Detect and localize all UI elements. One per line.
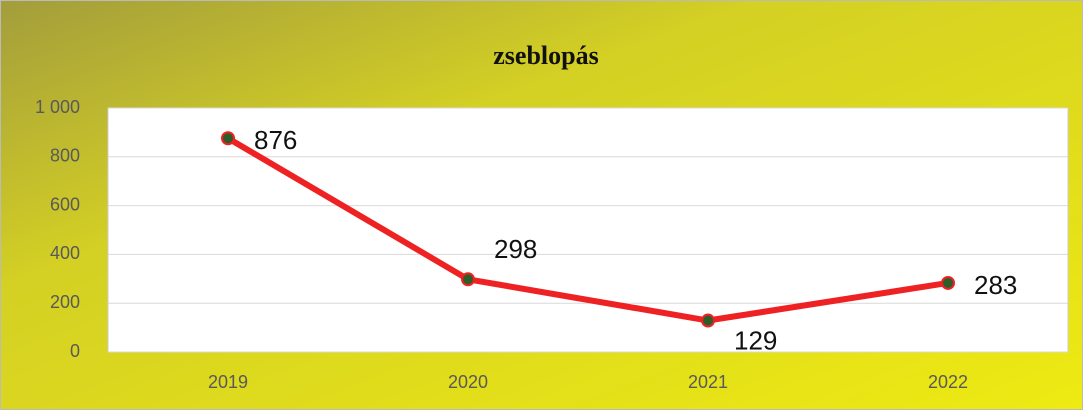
x-tick-label: 2021 [688, 372, 728, 392]
data-label: 129 [734, 325, 777, 355]
point [941, 275, 955, 290]
y-tick-label: 800 [50, 146, 80, 166]
chart-title: zseblopás [493, 41, 598, 70]
point [221, 131, 235, 146]
y-tick-label: 600 [50, 194, 80, 214]
y-tick-label: 0 [70, 341, 80, 361]
data-label: 298 [494, 234, 537, 264]
plot-area [107, 107, 1069, 353]
point [701, 313, 715, 328]
x-tick-label: 2019 [208, 372, 248, 392]
line [226, 135, 949, 324]
data-label: 876 [254, 125, 297, 155]
x-tick-label: 2020 [448, 372, 488, 392]
data-label: 283 [974, 270, 1017, 300]
y-tick-label: 200 [50, 292, 80, 312]
y-tick-label: 400 [50, 243, 80, 263]
y-tick-label: 1 000 [35, 97, 80, 117]
x-tick-label: 2022 [928, 372, 968, 392]
point [461, 272, 475, 287]
